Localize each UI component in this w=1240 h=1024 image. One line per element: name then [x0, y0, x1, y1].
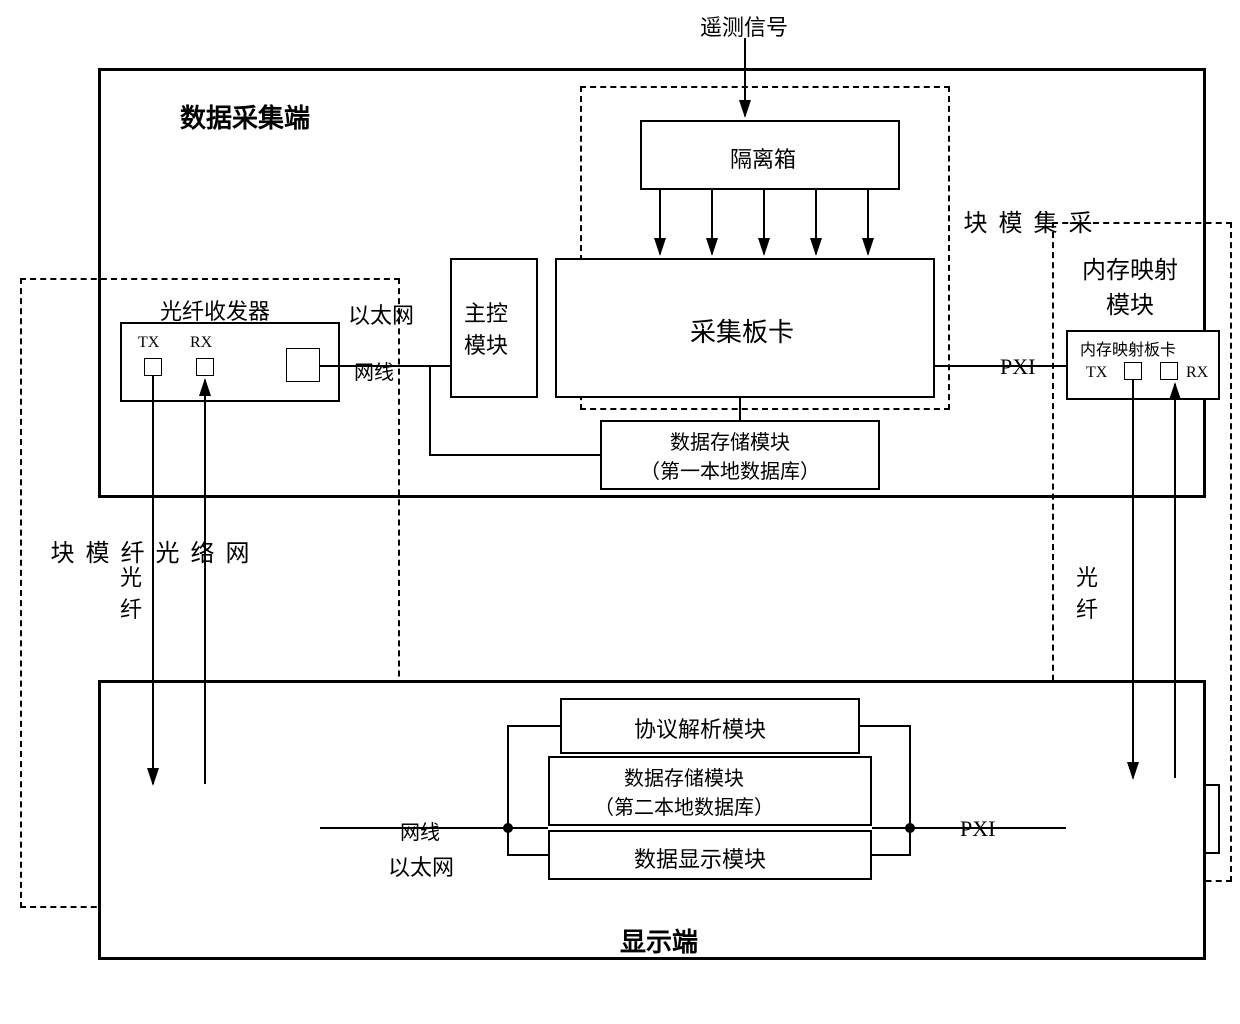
isolation-box-label: 隔离箱: [730, 142, 796, 174]
data-store-1-label: 数据存储模块（第一本地数据库）: [640, 426, 820, 484]
ethernet-upper-label: 以太网: [348, 298, 414, 330]
mem-tx-port: [1124, 362, 1142, 380]
fiber-right-label: 光纤: [1076, 560, 1098, 624]
acq-end-title: 数据采集端: [180, 98, 310, 135]
rx-upper-label: RX: [190, 334, 212, 352]
ethernet-lower-label: 以太网: [388, 850, 454, 882]
tx-upper-label: TX: [138, 334, 159, 352]
data-display-label: 数据显示模块: [634, 842, 766, 874]
protocol-label: 协议解析模块: [634, 712, 766, 744]
mem-map-title: 内存映射模块: [1082, 250, 1178, 320]
cable-upper-label: 网线: [354, 356, 394, 385]
pxi-upper-label: PXI: [1000, 354, 1035, 380]
pxi-lower-label: PXI: [960, 816, 995, 842]
rx-upper-port: [196, 358, 214, 376]
acq-card-label: 采集板卡: [690, 312, 794, 349]
telemetry-signal-label: 遥测信号: [700, 10, 788, 42]
mem-rx-port: [1160, 362, 1178, 380]
fiber-left-label: 光纤: [120, 560, 142, 624]
fiber-net-title: 网络光纤模块: [42, 540, 252, 568]
eth-upper-port: [286, 348, 320, 382]
master-module-label: 主控模块: [464, 296, 508, 360]
tx-upper-port: [144, 358, 162, 376]
display-end-title: 显示端: [620, 922, 698, 959]
cable-lower-label: 网线: [400, 816, 440, 845]
mem-card-upper-label: 内存映射板卡: [1080, 336, 1176, 360]
mem-rx-label: RX: [1186, 364, 1208, 382]
data-store-2-label: 数据存储模块（第二本地数据库）: [594, 762, 774, 820]
mem-tx-label: TX: [1086, 364, 1107, 382]
